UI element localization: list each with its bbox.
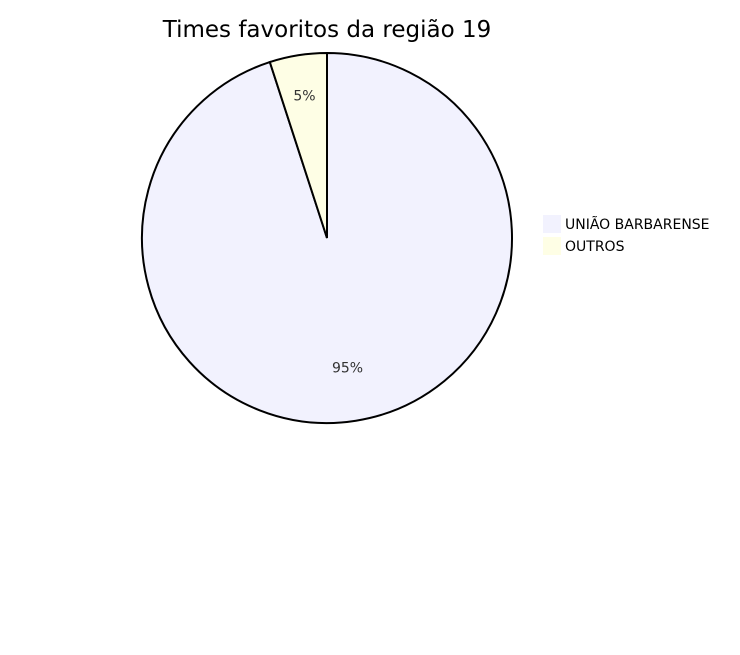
slice-label-uni-o-barbarense: 95% bbox=[332, 361, 363, 377]
legend-label-uni-o-barbarense: UNIÃO BARBARENSE bbox=[565, 216, 710, 233]
legend-label-outros: OUTROS bbox=[565, 239, 625, 255]
pie-slice-outros bbox=[268, 51, 328, 239]
legend: UNIÃO BARBARENSE OUTROS bbox=[543, 215, 710, 255]
slice-labels: 95% 5% bbox=[293, 88, 363, 376]
legend-swatch-uni-o-barbarense bbox=[543, 215, 561, 233]
slice-label-outros: 5% bbox=[293, 88, 315, 104]
legend-swatch-outros bbox=[543, 237, 561, 255]
pie-slices bbox=[141, 51, 513, 424]
chart-title: Times favoritos da região 19 bbox=[162, 17, 492, 43]
